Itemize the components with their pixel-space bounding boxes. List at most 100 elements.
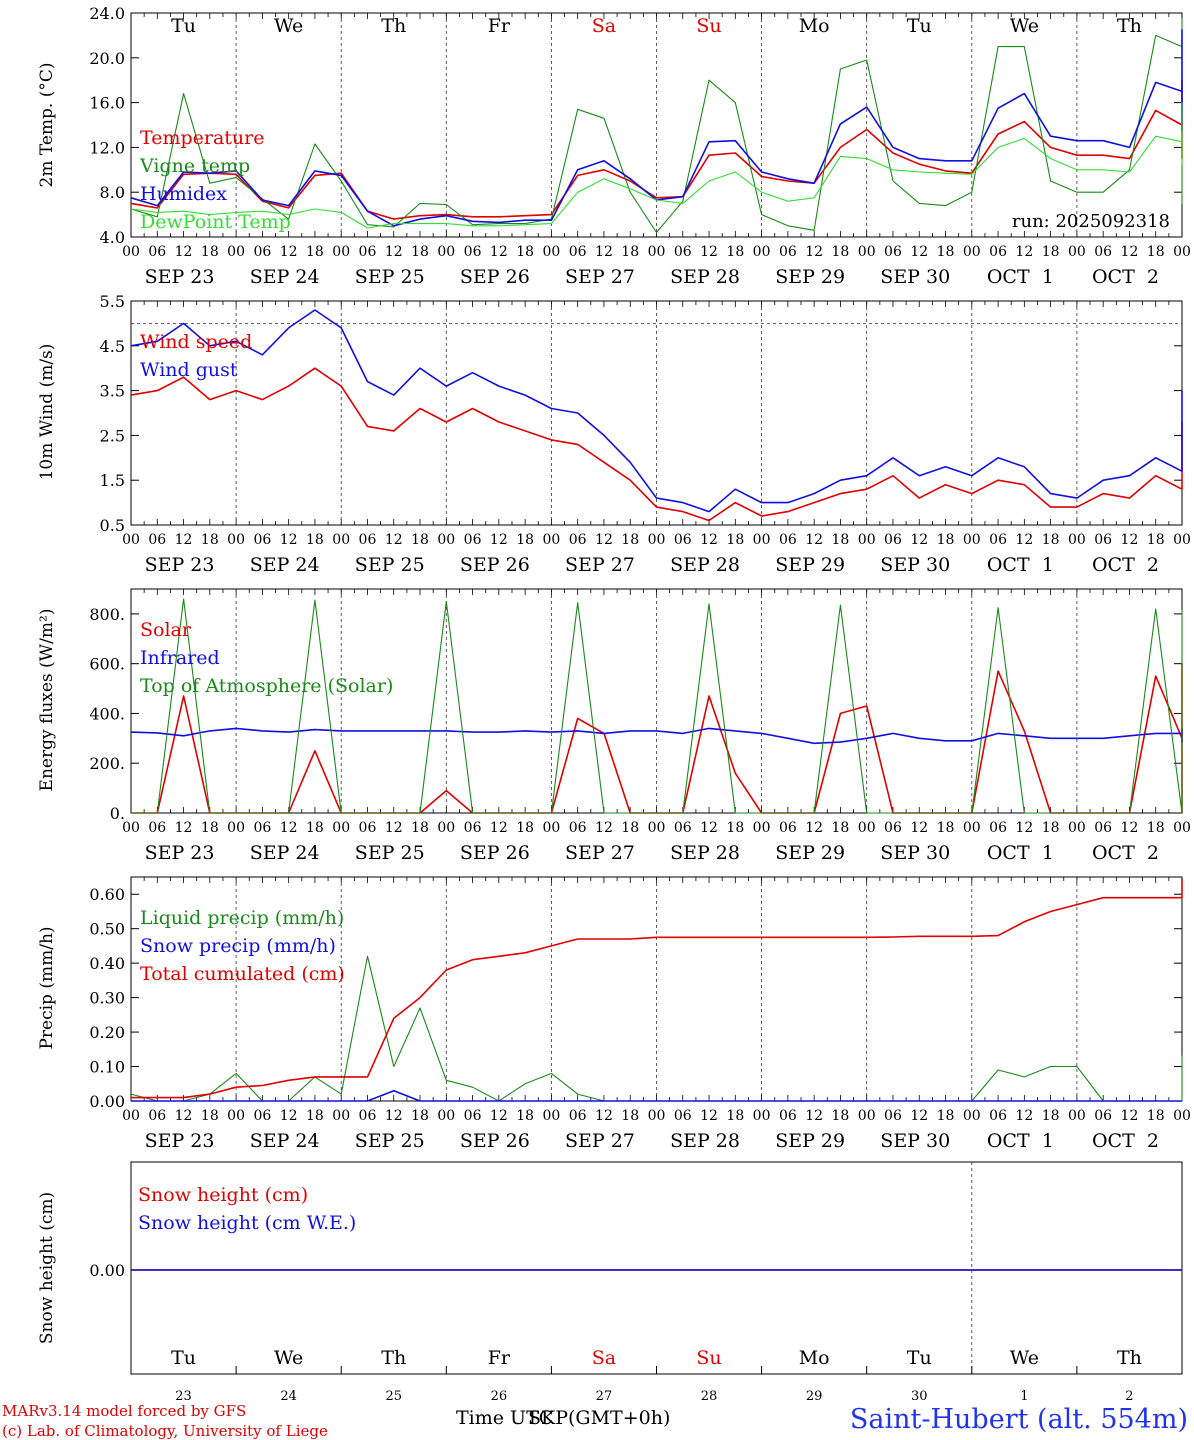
legend-entry: Wind gust: [140, 359, 238, 381]
hour-tick-label: 00: [542, 820, 560, 836]
panel-temperature: 4.0 8.0 12.0 16.0 20.0 24.0 2m Temp. (°C) Tu We T…: [37, 4, 1191, 288]
hour-tick-label: 06: [884, 244, 902, 260]
date-label: SEP 27: [565, 266, 635, 288]
y-tick-label: 0.5: [100, 516, 125, 535]
hour-tick-label: 00: [122, 244, 140, 260]
series-line-infrared: [130, 727, 1183, 745]
y-tick-label: 3.5: [100, 382, 125, 401]
day-of-week-label: Th: [1117, 15, 1142, 37]
series-line-top-of-atmosphere-solar: [131, 598, 1183, 814]
y-tick-label: 0.00: [89, 1092, 125, 1111]
hour-tick-label: 12: [700, 532, 718, 548]
hour-tick-label: 12: [385, 820, 403, 836]
hour-tick-label: 00: [963, 1108, 981, 1124]
date-label: OCT 2: [1092, 266, 1159, 288]
hour-tick-label: 12: [595, 1108, 613, 1124]
date-label: OCT 1: [987, 1130, 1054, 1152]
y-tick-label: 1.5: [100, 471, 125, 490]
hour-tick-label: 18: [1042, 532, 1060, 548]
y-tick-label: 16.0: [89, 94, 125, 113]
time-axis-local-label: SKP(GMT+0h): [528, 1407, 670, 1429]
hour-tick-label: 12: [700, 244, 718, 260]
date-label: SEP 30: [880, 266, 950, 288]
hour-tick-label: 06: [779, 532, 797, 548]
hour-tick-label: 00: [227, 1108, 245, 1124]
hour-tick-label: 06: [1094, 244, 1112, 260]
day-number-label: 27: [596, 1389, 613, 1404]
station-name: Saint-Hubert (alt. 554m): [850, 1404, 1188, 1435]
hour-tick-label: 06: [569, 1108, 587, 1124]
y-tick-label: 0.30: [89, 989, 125, 1008]
hour-tick-label: 12: [1015, 532, 1033, 548]
day-of-week-label: Su: [696, 1347, 721, 1369]
hour-tick-label: 12: [700, 1108, 718, 1124]
day-of-week-label: We: [1010, 15, 1039, 37]
day-of-week-label: Su: [696, 15, 721, 37]
day-number-label: 30: [911, 1389, 928, 1404]
hour-tick-label: 12: [805, 820, 823, 836]
date-label: SEP 24: [250, 842, 320, 864]
hour-tick-label: 00: [858, 1108, 876, 1124]
hour-tick-label: 18: [937, 244, 955, 260]
day-of-week-label: Tu: [171, 1347, 196, 1369]
hour-tick-label: 06: [148, 532, 166, 548]
hour-tick-label: 00: [332, 244, 350, 260]
hour-tick-label: 00: [542, 532, 560, 548]
y-tick-label: 200.: [89, 754, 125, 773]
date-label: SEP 25: [355, 842, 425, 864]
hour-tick-label: 18: [621, 1108, 639, 1124]
date-label: SEP 25: [355, 554, 425, 576]
date-label: SEP 28: [670, 842, 740, 864]
date-label: SEP 30: [880, 1130, 950, 1152]
hour-tick-label: 18: [726, 532, 744, 548]
y-axis-title: Snow height (cm): [37, 1192, 57, 1344]
hour-tick-label: 18: [1147, 532, 1165, 548]
date-label: SEP 24: [250, 266, 320, 288]
panel-snow: 0.00 Snow height (cm) Snow height (cm) Snow…: [37, 1161, 1183, 1404]
run-label: run: 2025092318: [1012, 211, 1170, 232]
date-label: SEP 23: [145, 1130, 215, 1152]
legend-entry: Temperature: [140, 127, 264, 149]
hour-tick-label: 06: [148, 820, 166, 836]
hour-tick-label: 18: [306, 820, 324, 836]
hour-tick-label: 00: [1173, 532, 1191, 548]
hour-tick-label: 06: [989, 820, 1007, 836]
hour-tick-label: 06: [359, 532, 377, 548]
series-line-total-cumulated-cm: [131, 878, 1183, 1099]
hour-tick-label: 18: [411, 1108, 429, 1124]
hour-tick-label: 12: [490, 532, 508, 548]
day-of-week-label: Mo: [799, 1347, 830, 1369]
hour-tick-label: 06: [464, 820, 482, 836]
hour-tick-label: 00: [1173, 820, 1191, 836]
legend-entry: Infrared: [140, 647, 220, 669]
hour-tick-label: 06: [674, 820, 692, 836]
date-label: SEP 23: [145, 266, 215, 288]
hour-tick-label: 00: [1068, 1108, 1086, 1124]
hour-tick-label: 00: [227, 820, 245, 836]
hour-tick-label: 18: [411, 244, 429, 260]
hour-tick-label: 06: [253, 1108, 271, 1124]
hour-tick-label: 18: [832, 1108, 850, 1124]
legend-entry: Snow height (cm): [138, 1184, 308, 1206]
y-tick-label: 0.: [110, 804, 125, 823]
hour-tick-label: 06: [989, 1108, 1007, 1124]
date-label: SEP 26: [460, 554, 530, 576]
y-axis-title: 10m Wind (m/s): [37, 344, 57, 481]
hour-tick-label: 12: [1121, 1108, 1139, 1124]
hour-tick-label: 00: [753, 1108, 771, 1124]
legend-entry: Solar: [140, 619, 192, 641]
hour-tick-label: 12: [1015, 1108, 1033, 1124]
hour-tick-label: 06: [674, 532, 692, 548]
hour-tick-label: 18: [306, 244, 324, 260]
plot-frame: [130, 588, 1183, 814]
hour-tick-label: 06: [674, 244, 692, 260]
hour-tick-label: 18: [516, 1108, 534, 1124]
hour-tick-label: 12: [280, 820, 298, 836]
date-label: SEP 23: [145, 842, 215, 864]
day-of-week-label: Mo: [799, 15, 830, 37]
date-label: SEP 27: [565, 1130, 635, 1152]
hour-tick-label: 18: [411, 532, 429, 548]
hour-tick-label: 06: [569, 532, 587, 548]
hour-tick-label: 12: [385, 1108, 403, 1124]
y-tick-label: 4.0: [100, 228, 125, 247]
